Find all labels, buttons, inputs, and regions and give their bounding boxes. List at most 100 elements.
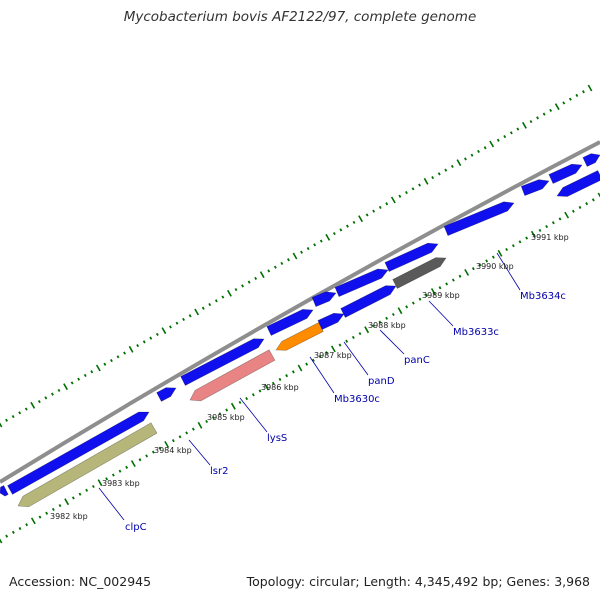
gene-arrow[interactable] xyxy=(582,150,600,167)
upper-row-minor-tick xyxy=(365,213,369,217)
upper-row-major-tick xyxy=(194,308,200,316)
kbp-tick-label: 3982 kbp xyxy=(50,512,88,521)
upper-row-minor-tick xyxy=(273,265,277,269)
lower-row-minor-tick xyxy=(158,446,162,450)
lower-row-major-tick xyxy=(497,249,503,257)
lower-row-minor-tick xyxy=(518,240,522,244)
upper-row-major-tick xyxy=(63,383,68,391)
upper-row-minor-tick xyxy=(339,228,343,232)
upper-row-minor-tick xyxy=(352,220,356,224)
upper-row-minor-tick xyxy=(110,358,113,363)
lower-row-minor-tick xyxy=(418,297,422,301)
gene-label-Mb3633c[interactable]: Mb3633c xyxy=(453,327,499,338)
lower-row-minor-tick xyxy=(38,515,42,519)
gene-label-leader xyxy=(379,329,405,355)
upper-row-minor-tick xyxy=(182,317,185,322)
upper-row-minor-tick xyxy=(142,340,146,344)
gene-arrow[interactable] xyxy=(266,305,315,336)
gene-arrow-lysS[interactable] xyxy=(187,349,276,406)
lower-row-minor-tick xyxy=(591,198,595,202)
gene-arrow[interactable] xyxy=(384,239,440,272)
tick-rows xyxy=(0,84,600,544)
upper-row-major-tick xyxy=(0,422,3,428)
upper-row-minor-tick xyxy=(306,246,310,251)
gene-arrow[interactable] xyxy=(311,288,338,308)
gene-label-panC[interactable]: panC xyxy=(404,355,430,366)
gene-arrow-Mb3633c[interactable] xyxy=(392,254,449,289)
gene-arrow[interactable] xyxy=(334,265,390,297)
lower-row-minor-tick xyxy=(11,530,15,534)
gene-arrow[interactable] xyxy=(180,335,267,386)
gene-arrow-panD[interactable] xyxy=(317,309,346,330)
lower-row-minor-tick xyxy=(225,408,229,412)
upper-row-minor-tick xyxy=(267,269,271,273)
lower-row-minor-tick xyxy=(238,400,242,404)
gene-label-lsr2[interactable]: lsr2 xyxy=(210,466,228,477)
gene-arrow-lefthand-partial[interactable] xyxy=(0,485,9,498)
upper-row-minor-tick xyxy=(477,149,480,154)
lower-row-minor-tick xyxy=(205,419,209,424)
upper-row-major-tick xyxy=(554,103,560,111)
gene-arrow[interactable] xyxy=(548,160,584,184)
gene-label-Mb3630c[interactable]: Mb3630c xyxy=(334,394,380,405)
gene-arrow-Mb3630c[interactable] xyxy=(274,322,324,355)
upper-row-minor-tick xyxy=(431,176,435,180)
lower-row-minor-tick xyxy=(458,274,462,278)
upper-row-minor-tick xyxy=(11,414,15,419)
lower-row-minor-tick xyxy=(505,247,509,252)
upper-row-minor-tick xyxy=(372,209,376,213)
upper-row-minor-tick xyxy=(300,250,303,254)
lower-row-major-tick xyxy=(397,307,403,315)
gene-label-clpC[interactable]: clpC xyxy=(125,522,147,533)
upper-row-minor-tick xyxy=(221,295,225,299)
gene-label-leader xyxy=(239,397,268,433)
lower-row-minor-tick xyxy=(125,465,129,469)
upper-row-minor-tick xyxy=(51,392,54,396)
lower-row-minor-tick xyxy=(491,255,495,259)
lower-row-minor-tick xyxy=(571,209,575,213)
upper-row-major-tick xyxy=(30,401,36,409)
upper-row-minor-tick xyxy=(287,258,290,262)
upper-row-major-tick xyxy=(522,121,527,129)
lower-row-major-tick xyxy=(330,345,336,353)
gene-track xyxy=(0,150,600,511)
gene-label-lysS[interactable]: lysS xyxy=(267,433,287,444)
lower-row-minor-tick xyxy=(538,228,542,232)
lower-row-minor-tick xyxy=(305,362,309,366)
lower-row-minor-tick xyxy=(551,221,555,225)
gene-arrow[interactable] xyxy=(156,384,179,402)
gene-arrow[interactable] xyxy=(555,170,600,201)
lower-row-major-tick xyxy=(597,192,600,198)
upper-row-major-tick xyxy=(325,233,331,241)
upper-row-minor-tick xyxy=(280,261,284,266)
gene-label-panD[interactable]: panD xyxy=(368,376,395,387)
lower-row-minor-tick xyxy=(278,377,282,382)
gene-arrow[interactable] xyxy=(443,198,516,237)
kbp-tick-label: 3984 kbp xyxy=(154,446,192,455)
gene-arrow[interactable] xyxy=(7,408,152,495)
lower-row-major-tick xyxy=(64,498,70,506)
gene-arrow[interactable] xyxy=(520,176,551,197)
lower-row-major-tick xyxy=(0,538,3,544)
upper-row-minor-tick xyxy=(437,172,441,176)
upper-row-minor-tick xyxy=(169,325,172,329)
upper-row-minor-tick xyxy=(542,112,546,116)
lower-row-minor-tick xyxy=(391,312,395,317)
upper-row-minor-tick xyxy=(254,276,258,280)
lower-row-minor-tick xyxy=(545,224,549,229)
upper-row-minor-tick xyxy=(509,131,513,135)
upper-row-minor-tick xyxy=(155,332,159,336)
gene-label-Mb3634c[interactable]: Mb3634c xyxy=(520,291,566,302)
upper-row-minor-tick xyxy=(313,243,317,247)
lower-row-minor-tick xyxy=(45,511,49,515)
gene-arrow-clpC[interactable] xyxy=(15,422,158,511)
gene-arrow-panC[interactable] xyxy=(340,282,399,318)
upper-row-minor-tick xyxy=(503,134,507,139)
upper-row-minor-tick xyxy=(116,355,120,359)
upper-row-major-tick xyxy=(390,196,396,204)
gene-label-leader xyxy=(98,487,125,521)
upper-row-major-tick xyxy=(259,271,265,279)
lower-row-minor-tick xyxy=(191,427,195,431)
lower-row-minor-tick xyxy=(385,316,389,320)
